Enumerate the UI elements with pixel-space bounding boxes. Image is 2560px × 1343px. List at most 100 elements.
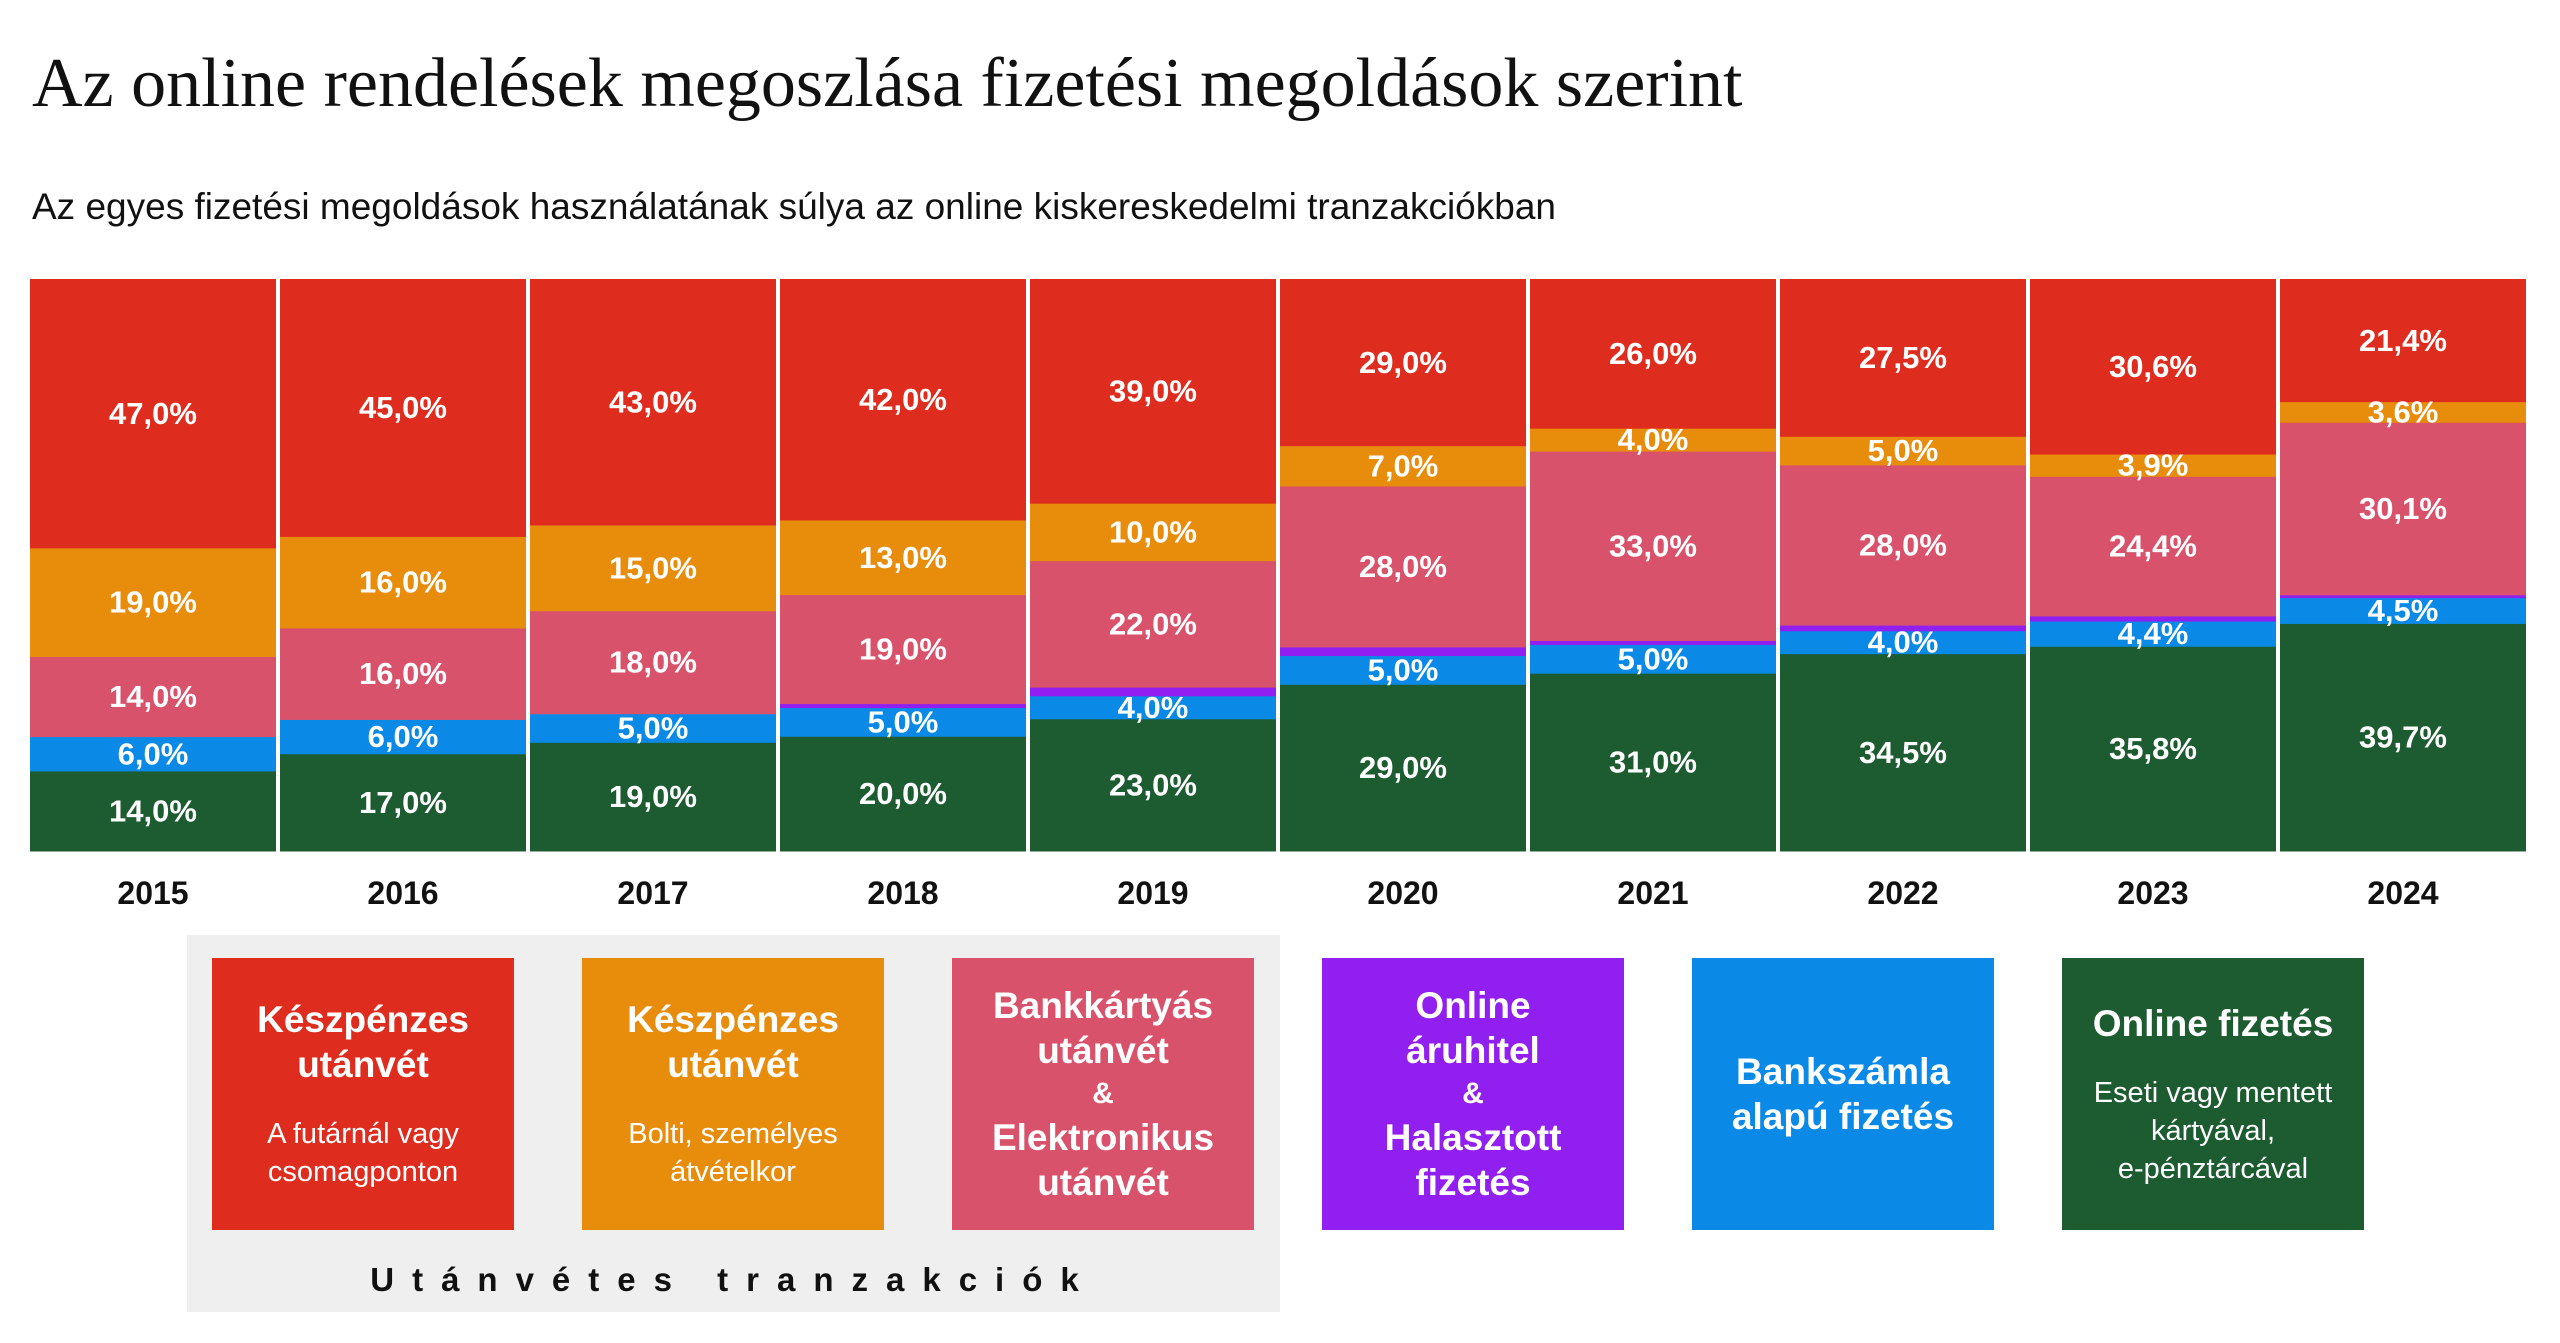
- data-label-cash_pickup-2023: 3,9%: [2118, 448, 2189, 483]
- stacked-bar-chart: 14,0% 6,0% 14,0% 19,0% 47,0% 17,0% 6,0% 16,0% 16…: [30, 279, 2526, 911]
- bar-segment-bank_account-2017: [530, 713, 776, 743]
- bar-segment-card_electronic-2022: [1780, 464, 2026, 626]
- x-tick-label-2017: 2017: [617, 875, 688, 911]
- x-tick-label-2023: 2023: [2117, 875, 2188, 911]
- bar-segment-bank_account-2018: [780, 707, 1026, 737]
- bar-segment-cash_courier-2015: [30, 279, 276, 549]
- bar-segment-card_electronic-2017: [530, 610, 776, 715]
- data-label-bank_account-2015: 6,0%: [118, 736, 189, 771]
- data-label-cash_courier-2022: 27,5%: [1859, 340, 1947, 375]
- cod-group-caption: Utánvétes tranzakciók: [370, 1261, 1097, 1298]
- legend-online-payment: Online fizetés Eseti vagy mentett kártyá…: [2062, 958, 2364, 1230]
- data-labels-layer: 14,0% 6,0% 14,0% 19,0% 47,0% 17,0% 6,0% 16,0% 16…: [109, 323, 2447, 829]
- data-label-bank_account-2022: 4,0%: [1868, 625, 1939, 660]
- data-label-online_payment-2021: 31,0%: [1609, 745, 1697, 780]
- legend-card-electronic-amp: &: [1092, 1077, 1114, 1110]
- data-label-cash_pickup-2017: 15,0%: [609, 550, 697, 585]
- data-label-card_electronic-2017: 18,0%: [609, 645, 697, 680]
- data-label-cash_pickup-2020: 7,0%: [1368, 448, 1439, 483]
- data-label-bank_account-2024: 4,5%: [2368, 593, 2439, 628]
- bar-segment-cash_courier-2018: [780, 279, 1026, 521]
- data-label-cash_pickup-2024: 3,6%: [2368, 394, 2439, 429]
- data-label-cash_pickup-2021: 4,0%: [1618, 422, 1689, 457]
- data-label-card_electronic-2018: 19,0%: [859, 632, 947, 667]
- x-tick-label-2016: 2016: [367, 875, 438, 911]
- bar-segment-bank_account-2023: [2030, 621, 2276, 647]
- bar-segment-cash_pickup-2021: [1530, 428, 1776, 452]
- legend-bank-account: Bankszámla alapú fizetés: [1692, 958, 1994, 1230]
- x-tick-label-2024: 2024: [2367, 875, 2438, 911]
- data-label-online_payment-2022: 34,5%: [1859, 735, 1947, 770]
- bar-segment-cash_pickup-2017: [530, 524, 776, 612]
- x-tick-label-2018: 2018: [867, 875, 938, 911]
- legend-online-credit-title: Online áruhitel: [1406, 985, 1540, 1071]
- x-tick-label-2020: 2020: [1367, 875, 1438, 911]
- x-tick-label-2015: 2015: [117, 875, 188, 911]
- legend-online-credit-title2: Halasztott fizetés: [1384, 1117, 1562, 1203]
- bar-segment-cash_pickup-2018: [780, 519, 1026, 596]
- legend-card-electronic: Bankkártyás utánvét & Elektronikus utánv…: [952, 958, 1254, 1230]
- bar-segment-cash_courier-2020: [1280, 279, 1526, 447]
- bar-segment-online_payment-2022: [1780, 653, 2026, 852]
- data-label-bank_account-2020: 5,0%: [1368, 652, 1439, 687]
- data-label-cash_pickup-2015: 19,0%: [109, 585, 197, 620]
- data-label-cash_courier-2015: 47,0%: [109, 396, 197, 431]
- data-label-online_payment-2018: 20,0%: [859, 776, 947, 811]
- bar-segment-bank_account-2020: [1280, 655, 1526, 685]
- data-label-bank_account-2017: 5,0%: [618, 711, 689, 746]
- bar-segment-card_electronic-2024: [2280, 422, 2526, 596]
- bar-segment-online_payment-2016: [280, 753, 526, 852]
- data-label-online_payment-2024: 39,7%: [2359, 720, 2447, 755]
- bar-segment-cash_courier-2022: [1780, 279, 2026, 437]
- bars-layer: [30, 279, 2526, 852]
- legend-cash-courier-title: Készpénzes utánvét: [257, 999, 469, 1085]
- bar-segment-online_credit-2021: [1530, 640, 1776, 645]
- bar-segment-online_credit-2020: [1280, 646, 1526, 657]
- bar-segment-card_electronic-2018: [780, 594, 1026, 705]
- bar-segment-cash_pickup-2016: [280, 536, 526, 629]
- bar-segment-cash_pickup-2022: [1780, 436, 2026, 466]
- bar-segment-cash_pickup-2023: [2030, 454, 2276, 477]
- legend-card-electronic-title2: Elektronikus utánvét: [991, 1117, 1215, 1203]
- bar-segment-online_payment-2019: [1030, 718, 1276, 852]
- data-label-card_electronic-2020: 28,0%: [1359, 549, 1447, 584]
- legend-cash-pickup-subtitle: Bolti, személyes átvételkor: [628, 1118, 838, 1188]
- legend-cash-courier-subtitle: A futárnál vagy csomagponton: [267, 1118, 459, 1188]
- bar-segment-bank_account-2024: [2280, 597, 2526, 624]
- data-label-bank_account-2023: 4,4%: [2118, 616, 2189, 651]
- data-label-bank_account-2019: 4,0%: [1118, 690, 1189, 725]
- data-label-card_electronic-2022: 28,0%: [1859, 527, 1947, 562]
- bar-segment-online_credit-2018: [780, 703, 1026, 709]
- data-label-online_payment-2020: 29,0%: [1359, 750, 1447, 785]
- x-axis-labels: 2015 2016 2017 2018 2019 2020 2021 2022 2023 2024: [117, 875, 2438, 911]
- legend-cash-courier: Készpénzes utánvét A futárnál vagy csoma…: [212, 958, 514, 1230]
- bar-segment-card_electronic-2015: [30, 656, 276, 738]
- data-label-cash_courier-2023: 30,6%: [2109, 349, 2197, 384]
- bar-segment-bank_account-2015: [30, 736, 276, 772]
- legend-online-payment-subtitle: Eseti vagy mentett kártyával, e-pénztárc…: [2093, 1076, 2333, 1185]
- data-label-cash_courier-2024: 21,4%: [2359, 323, 2447, 358]
- data-label-cash_courier-2020: 29,0%: [1359, 345, 1447, 380]
- bar-segment-cash_pickup-2015: [30, 547, 276, 658]
- bar-segment-cash_pickup-2024: [2280, 401, 2526, 423]
- legend-online-payment-title: Online fizetés: [2092, 1002, 2334, 1044]
- data-label-cash_pickup-2019: 10,0%: [1109, 514, 1197, 549]
- legend-cash-pickup: Készpénzes utánvét Bolti, személyes átvé…: [582, 958, 884, 1230]
- bar-segment-online_payment-2018: [780, 736, 1026, 852]
- data-label-cash_courier-2018: 42,0%: [859, 382, 947, 417]
- data-label-cash_courier-2017: 43,0%: [609, 384, 697, 419]
- bar-segment-bank_account-2022: [1780, 630, 2026, 655]
- data-label-cash_courier-2019: 39,0%: [1109, 374, 1197, 409]
- bar-segment-online_credit-2024: [2280, 594, 2526, 599]
- chart-title: Az online rendelések megoszlása fizetési…: [32, 45, 1743, 122]
- data-label-online_payment-2016: 17,0%: [359, 785, 447, 820]
- data-label-cash_pickup-2016: 16,0%: [359, 565, 447, 600]
- data-label-card_electronic-2015: 14,0%: [109, 679, 197, 714]
- data-label-online_payment-2017: 19,0%: [609, 779, 697, 814]
- bar-segment-online_credit-2023: [2030, 615, 2276, 622]
- bar-segment-card_electronic-2023: [2030, 476, 2276, 617]
- data-label-card_electronic-2016: 16,0%: [359, 656, 447, 691]
- data-label-online_payment-2019: 23,0%: [1109, 767, 1197, 802]
- bar-segment-online_payment-2023: [2030, 646, 2276, 852]
- data-label-cash_courier-2016: 45,0%: [359, 390, 447, 425]
